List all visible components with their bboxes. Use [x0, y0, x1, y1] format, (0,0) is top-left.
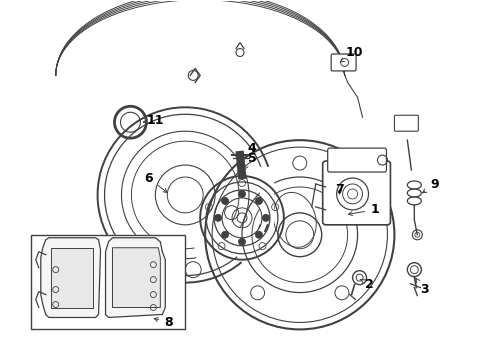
Text: 3: 3: [415, 278, 428, 296]
Text: 4: 4: [242, 141, 256, 159]
Text: 2: 2: [359, 278, 373, 291]
Text: 11: 11: [143, 114, 164, 127]
Circle shape: [221, 231, 228, 238]
FancyBboxPatch shape: [322, 161, 389, 225]
Polygon shape: [260, 167, 272, 223]
Text: 8: 8: [154, 316, 172, 329]
Text: 6: 6: [144, 171, 167, 193]
Circle shape: [255, 198, 262, 204]
Polygon shape: [105, 238, 165, 318]
Text: 1: 1: [348, 203, 378, 216]
Circle shape: [221, 198, 228, 204]
Circle shape: [255, 231, 262, 238]
Circle shape: [238, 190, 245, 197]
Circle shape: [238, 238, 245, 245]
FancyBboxPatch shape: [394, 115, 417, 131]
Circle shape: [214, 214, 221, 221]
Text: 9: 9: [422, 179, 438, 193]
Text: 10: 10: [340, 46, 363, 62]
FancyBboxPatch shape: [327, 148, 386, 172]
Polygon shape: [112, 248, 160, 307]
Text: 5: 5: [243, 152, 256, 170]
Polygon shape: [41, 238, 101, 318]
Text: 7: 7: [335, 184, 343, 197]
Bar: [31, 235, 185, 329]
Circle shape: [262, 214, 269, 221]
FancyBboxPatch shape: [330, 54, 355, 71]
Polygon shape: [51, 248, 92, 307]
